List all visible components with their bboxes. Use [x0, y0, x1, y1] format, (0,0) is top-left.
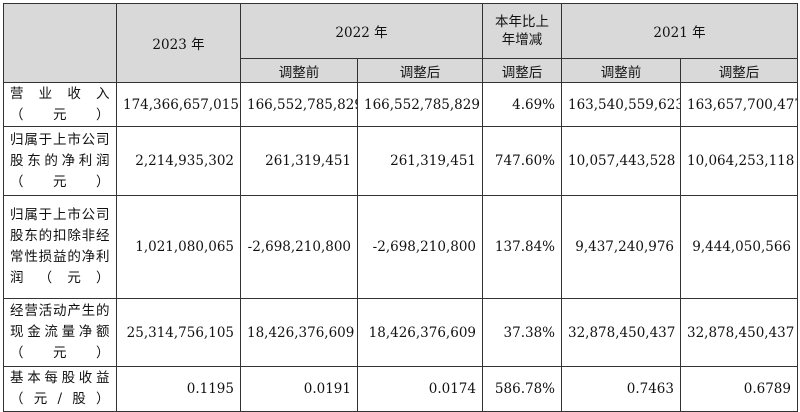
header-2022-before: 调整前: [240, 58, 358, 83]
header-2022-after: 调整后: [357, 58, 483, 83]
value-2021-after: 9,444,050,566: [680, 195, 798, 299]
value-2021-before: 10,057,443,528: [561, 126, 681, 196]
value-2023: 174,366,657,015: [116, 82, 241, 127]
row-label: 归属于上市公司股东的净利润（元）: [3, 126, 117, 196]
value-2023: 0.1195: [116, 366, 241, 412]
row-label: 经营活动产生的现金流量净额（元）: [3, 298, 117, 367]
value-2022-after: 166,552,785,829: [357, 82, 483, 127]
value-2021-before: 163,540,559,623: [561, 82, 681, 127]
value-2022-after: 261,319,451: [357, 126, 483, 196]
value-change: 4.69%: [482, 82, 562, 127]
header-row-years: 2023 年 2022 年 本年比上年增减 2021 年: [3, 3, 798, 83]
value-2021-after: 10,064,253,118: [680, 126, 798, 196]
table-row: 基本每股收益（元/股） 0.1195 0.0191 0.0174 586.78%…: [3, 366, 798, 412]
header-change: 本年比上年增减: [482, 3, 562, 59]
table-row: 营 业 收 入（元） 174,366,657,015 166,552,785,8…: [3, 82, 798, 127]
header-2021-after: 调整后: [680, 58, 798, 83]
value-2023: 1,021,080,065: [116, 195, 241, 299]
value-change: 747.60%: [482, 126, 562, 196]
value-2021-after: 0.6789: [680, 366, 798, 412]
value-2021-before: 32,878,450,437: [561, 298, 681, 367]
value-2022-before: 261,319,451: [240, 126, 358, 196]
value-2022-after: -2,698,210,800: [357, 195, 483, 299]
value-2022-before: 18,426,376,609: [240, 298, 358, 367]
value-2023: 25,314,756,105: [116, 298, 241, 367]
value-2022-before: -2,698,210,800: [240, 195, 358, 299]
value-change: 586.78%: [482, 366, 562, 412]
financial-indicators-table: 2023 年 2022 年 本年比上年增减 2021 年 调整前 调整后 调整后…: [3, 3, 798, 412]
row-label: 营 业 收 入（元）: [3, 82, 117, 127]
header-corner-cell: [3, 3, 117, 83]
value-2022-before: 166,552,785,829: [240, 82, 358, 127]
value-2022-after: 0.0174: [357, 366, 483, 412]
value-2022-before: 0.0191: [240, 366, 358, 412]
header-row-adjust: 调整前 调整后 调整后 调整前 调整后: [4, 58, 798, 83]
table-row: 经营活动产生的现金流量净额（元） 25,314,756,105 18,426,3…: [3, 298, 798, 367]
header-change-after: 调整后: [482, 58, 562, 83]
row-label: 基本每股收益（元/股）: [3, 366, 117, 412]
table-row: 归属于上市公司股东的净利润（元） 2,214,935,302 261,319,4…: [3, 126, 798, 196]
value-change: 37.38%: [482, 298, 562, 367]
value-2021-before: 0.7463: [561, 366, 681, 412]
value-2021-before: 9,437,240,976: [561, 195, 681, 299]
value-2021-after: 163,657,700,477: [680, 82, 798, 127]
header-2021-before: 调整前: [561, 58, 681, 83]
value-change: 137.84%: [482, 195, 562, 299]
value-2022-after: 18,426,376,609: [357, 298, 483, 367]
table-row: 归属于上市公司股东的扣除非经常性损益的净利润（元） 1,021,080,065 …: [3, 195, 798, 299]
header-2022: 2022 年: [240, 3, 483, 59]
value-2023: 2,214,935,302: [116, 126, 241, 196]
header-2023: 2023 年: [116, 3, 241, 83]
header-2021: 2021 年: [561, 3, 798, 59]
value-2021-after: 32,878,450,437: [680, 298, 798, 367]
row-label: 归属于上市公司股东的扣除非经常性损益的净利润（元）: [3, 195, 117, 299]
